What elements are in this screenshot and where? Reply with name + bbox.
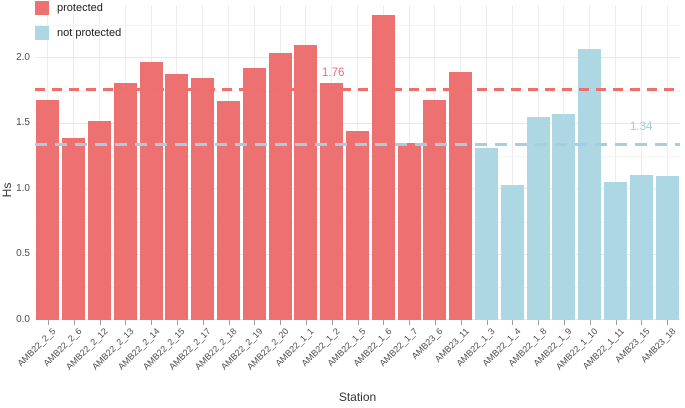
x-tick (563, 320, 565, 325)
x-tick (538, 320, 540, 325)
bar-AMB22_1_3 (474, 148, 499, 320)
y-tick-label: 0.0 (16, 313, 30, 325)
x-tick (125, 320, 127, 325)
gridline-vertical (666, 5, 668, 320)
protected-swatch-icon (35, 1, 49, 15)
bar-AMB22_2_20 (268, 52, 292, 320)
legend-item-protected: protected (35, 1, 121, 15)
x-tick (151, 320, 153, 325)
gridline-minor (35, 90, 680, 92)
bar-AMB22_1_4 (500, 185, 524, 320)
bar-AMB23_6 (423, 99, 447, 320)
y-tick-label: 1.0 (16, 182, 30, 194)
x-tick (254, 320, 256, 325)
bar-AMB22_1_9 (552, 114, 576, 320)
x-tick (331, 320, 333, 325)
x-tick (434, 320, 436, 325)
x-tick (589, 320, 591, 325)
bar-AMB22_2_14 (139, 61, 163, 320)
gridline-vertical (640, 5, 642, 320)
bar-AMB22_2_18 (216, 101, 241, 320)
y-tick-label: 2.0 (16, 51, 30, 63)
bar-AMB22_2_6 (62, 137, 86, 320)
refline-not-protected-mean (35, 143, 680, 146)
x-tick (176, 320, 178, 325)
x-tick (486, 320, 488, 325)
x-tick (99, 320, 101, 325)
plot-panel: 1.76 1.34 (35, 5, 680, 320)
y-axis-title: Hs (0, 182, 14, 198)
bar-AMB22_2_12 (87, 120, 112, 320)
bar-AMB23_15 (629, 174, 653, 320)
not-protected-swatch-icon (35, 26, 49, 40)
bar-AMB23_11 (449, 72, 473, 320)
y-tick-label: 1.5 (16, 117, 30, 128)
bar-AMB22_1_5 (345, 131, 370, 320)
bar-AMB22_2_13 (113, 82, 137, 320)
legend: protected not protected (35, 1, 121, 51)
x-tick (228, 320, 230, 325)
x-tick (460, 320, 462, 325)
bar-AMB22_2_5 (36, 99, 60, 320)
x-axis-title: Station (338, 390, 377, 404)
refline-protected-mean (35, 88, 680, 91)
legend-item-not-protected: not protected (35, 26, 121, 40)
annotation-not-protected-mean: 1.34 (630, 121, 653, 133)
annotation-protected-mean: 1.76 (322, 67, 345, 79)
x-tick (280, 320, 282, 325)
x-tick (641, 320, 643, 325)
bar-AMB22_2_15 (165, 73, 189, 320)
gridline-vertical (511, 5, 513, 320)
legend-label: not protected (57, 27, 122, 39)
gridline-minor (35, 25, 680, 27)
bar-AMB22_1_8 (526, 116, 550, 320)
x-tick (305, 320, 307, 325)
bar-AMB23_18 (655, 175, 679, 320)
x-tick (512, 320, 514, 325)
x-tick (73, 320, 75, 325)
x-tick (202, 320, 204, 325)
gridline-vertical (615, 5, 616, 320)
bar-AMB22_1_11 (603, 182, 628, 320)
x-tick (357, 320, 359, 325)
gridline-major (35, 57, 680, 58)
bar-AMB22_2_19 (242, 68, 266, 320)
gridline-major (35, 122, 680, 124)
x-tick (47, 320, 49, 325)
x-tick (409, 320, 411, 325)
y-tick-label: 0.5 (16, 248, 30, 259)
bar-AMB22_1_7 (397, 143, 421, 320)
x-tick (383, 320, 385, 325)
bar-AMB22_1_6 (371, 14, 395, 320)
x-tick (615, 320, 617, 325)
bar-AMB22_2_17 (191, 77, 215, 320)
bar-AMB22_1_1 (294, 44, 318, 320)
legend-label: protected (57, 2, 103, 14)
bar-AMB22_1_2 (320, 82, 344, 320)
bar-AMB22_1_10 (578, 48, 602, 320)
x-tick (667, 320, 669, 325)
